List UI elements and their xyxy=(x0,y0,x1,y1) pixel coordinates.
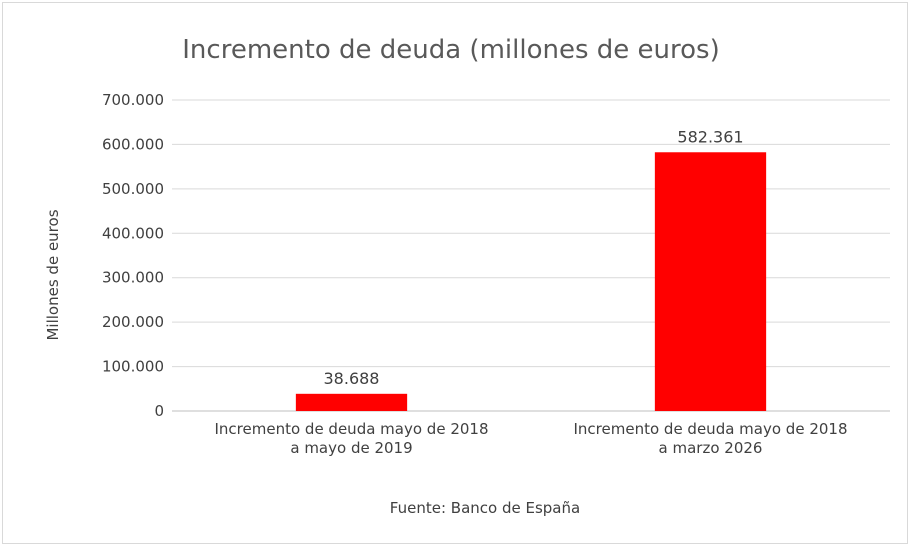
y-tick-label: 500.000 xyxy=(102,180,164,198)
x-category-label: a mayo de 2019 xyxy=(290,439,412,457)
y-tick-label: 400.000 xyxy=(102,224,164,242)
y-axis-title: Millones de euros xyxy=(44,209,62,340)
gridlines xyxy=(172,99,890,412)
x-category-label: Incremento de deuda mayo de 2018 xyxy=(215,420,489,438)
y-tick-label: 700.000 xyxy=(102,91,164,109)
y-tick-label: 300.000 xyxy=(102,269,164,287)
y-tick-label: 0 xyxy=(154,402,164,420)
y-tick-label: 600.000 xyxy=(102,135,164,153)
data-labels: 38.688 582.361 xyxy=(324,127,744,388)
x-category-label: Incremento de deuda mayo de 2018 xyxy=(574,420,848,438)
y-tick-label: 200.000 xyxy=(102,313,164,331)
chart-title: Incremento de deuda (millones de euros) xyxy=(182,35,719,65)
y-axis-ticks: 0 100.000 200.000 300.000 400.000 500.000 600.… xyxy=(102,91,164,420)
data-label: 38.688 xyxy=(324,369,380,388)
data-label: 582.361 xyxy=(677,127,743,146)
x-category-label: a marzo 2026 xyxy=(659,439,763,457)
bar xyxy=(654,152,767,411)
y-tick-label: 100.000 xyxy=(102,358,164,376)
bar xyxy=(295,393,408,411)
bars xyxy=(295,152,767,411)
source-note: Fuente: Banco de España xyxy=(390,499,580,517)
